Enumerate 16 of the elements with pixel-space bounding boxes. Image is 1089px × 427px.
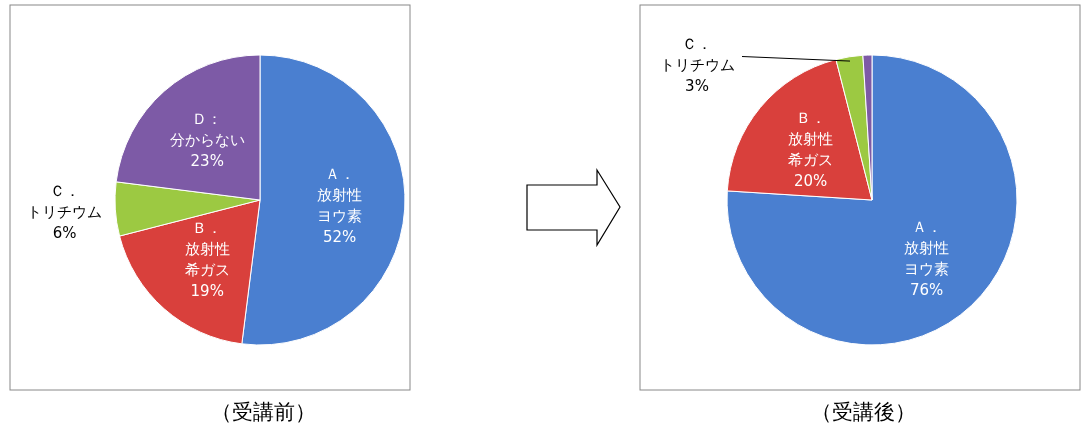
slice-label: Ｄ：分からない (169, 110, 245, 150)
data-label: 52% (322, 227, 357, 246)
text: （受講前） (210, 400, 316, 424)
data-label: 3% (685, 77, 709, 95)
slice-label: Ｂ．放射性希ガス (788, 108, 834, 169)
slice-label: Ａ．放射性ヨウ素 (904, 217, 950, 278)
data-label: 23% (190, 152, 224, 171)
text: （受講後） (810, 400, 916, 424)
slice-label: Ｂ．放射性希ガス (184, 219, 230, 280)
data-label: 6% (52, 224, 77, 243)
data-label: 19% (190, 282, 224, 301)
slice-label: Ｃ．トリチウム (27, 182, 103, 222)
slice-label: Ａ．放射性ヨウ素 (317, 164, 363, 225)
data-label: 76% (909, 280, 944, 299)
slice-label: Ｃ．トリチウム (659, 35, 735, 74)
data-label: 20% (793, 171, 828, 190)
